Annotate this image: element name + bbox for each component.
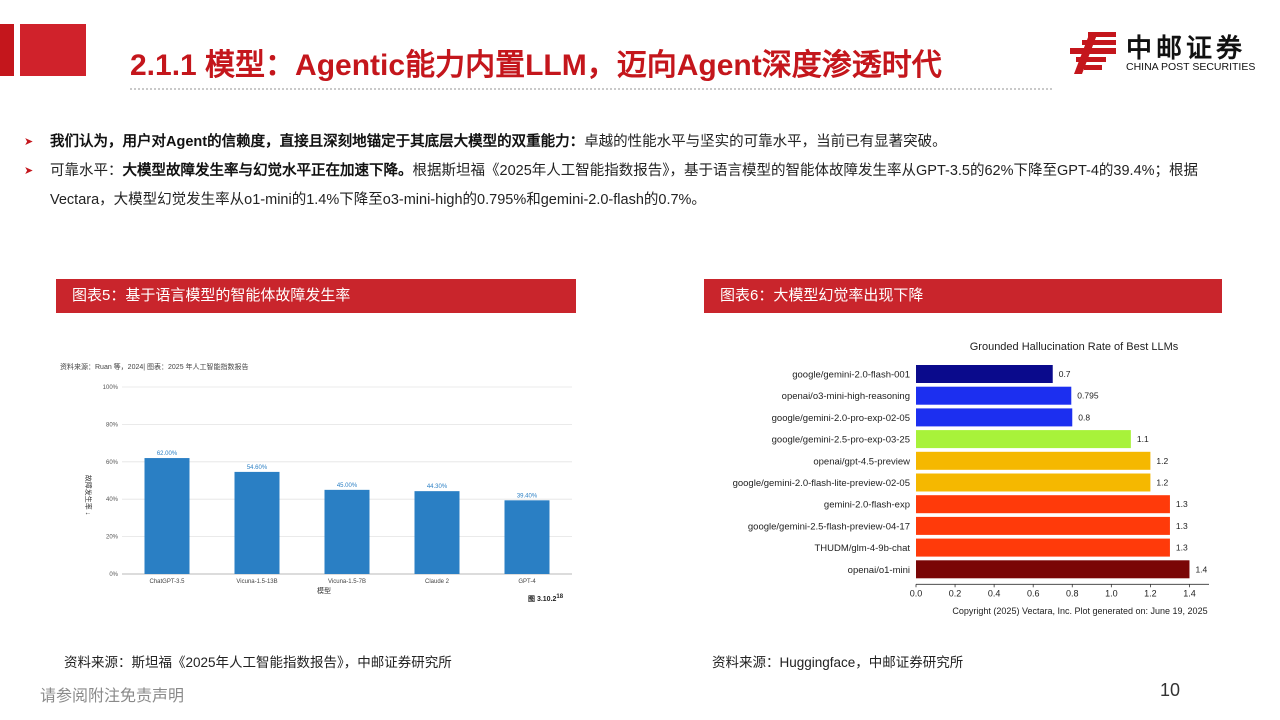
bar xyxy=(916,560,1190,579)
data-label: 1.2 xyxy=(1156,478,1168,488)
figure6-source: 资料来源：Huggingface，中邮证券研究所 xyxy=(712,655,964,670)
y-tick-label: 100% xyxy=(103,385,119,391)
arrow-bullet-icon: ➤ xyxy=(24,136,34,148)
x-tick-label: 0.2 xyxy=(949,588,962,598)
x-tick-label: 1.0 xyxy=(1105,588,1118,598)
bullet-bold-text: 大模型故障发生率与幻觉水平正在加速下降。 xyxy=(122,163,413,179)
y-tick-label: 40% xyxy=(106,497,119,503)
y-axis-label: 故障发生率 ↓ xyxy=(84,475,93,515)
y-tick-label: 0% xyxy=(109,572,118,578)
data-label: 45.00% xyxy=(337,483,358,489)
accent-block xyxy=(20,24,86,76)
logo-chinese-name: 中邮证券 xyxy=(1126,33,1247,63)
figure5-source: 资料来源：斯坦福《2025年人工智能指数报告》，中邮证券研究所 xyxy=(64,655,452,670)
data-label: 1.1 xyxy=(1137,434,1149,444)
data-label: 0.795 xyxy=(1077,391,1099,401)
bar xyxy=(916,365,1053,383)
chart-title: Grounded Hallucination Rate of Best LLMs xyxy=(970,341,1179,353)
x-tick-label: 1.4 xyxy=(1183,588,1196,598)
hallucination-rate-chart: Grounded Hallucination Rate of Best LLMs… xyxy=(733,341,1209,616)
bar xyxy=(916,451,1151,470)
x-tick-label: Claude 2 xyxy=(425,579,450,585)
logo-english-name: CHINA POST SECURITIES xyxy=(1126,61,1256,73)
data-label: 1.4 xyxy=(1195,564,1207,574)
x-tick-label: Vicuna-1.5-7B xyxy=(328,579,366,585)
x-tick-label: 0.8 xyxy=(1066,588,1079,598)
category-label: openai/o1-mini xyxy=(848,565,910,576)
category-label: google/gemini-2.0-pro-exp-02-05 xyxy=(772,413,910,424)
data-label: 1.2 xyxy=(1156,456,1168,466)
bar xyxy=(916,408,1073,427)
figure6-chart: Grounded Hallucination Rate of Best LLMs… xyxy=(704,330,1222,622)
bar xyxy=(916,430,1131,449)
bar xyxy=(916,473,1151,492)
disclaimer-note: 请参阅附注免责声明 xyxy=(40,688,185,705)
bar xyxy=(324,489,370,574)
chart-copyright: Copyright (2025) Vectara, Inc. Plot gene… xyxy=(952,606,1207,616)
accent-bar xyxy=(0,24,14,76)
chart-inner-caption: 资料来源：Ruan 等，2024| 图表：2025 年人工智能指数报告 xyxy=(60,362,249,371)
data-label: 62.00% xyxy=(157,451,178,457)
bullet-point: ➤ 我们认为，用户对Agent的信赖度，直接且深刻地锚定于其底层大模型的双重能力… xyxy=(24,128,1254,157)
x-axis-label: 模型 xyxy=(317,586,331,595)
category-label: google/gemini-2.5-flash-preview-04-17 xyxy=(748,521,910,532)
data-label: 1.3 xyxy=(1176,499,1188,509)
category-label: THUDM/glm-4-9b-chat xyxy=(814,543,910,554)
x-tick-label: GPT-4 xyxy=(518,579,536,585)
category-label: google/gemini-2.0-flash-lite-preview-02-… xyxy=(733,478,910,489)
y-tick-label: 60% xyxy=(106,460,119,466)
arrow-bullet-icon: ➤ xyxy=(24,165,34,177)
figure-tag-sup: 18 xyxy=(556,594,563,600)
bar xyxy=(916,495,1170,514)
x-tick-label: 0.6 xyxy=(1027,588,1040,598)
bar xyxy=(234,471,280,574)
bar xyxy=(916,386,1072,405)
bullet-text: 根据斯坦福《2025年人工智能指数报告》，基于语言模型的智能体故障发生率从GPT… xyxy=(50,163,1199,208)
failure-rate-chart: 资料来源：Ruan 等，2024| 图表：2025 年人工智能指数报告 0% 20… xyxy=(60,362,572,603)
data-label: 0.8 xyxy=(1078,412,1090,422)
bullet-point: ➤ 可靠水平：大模型故障发生率与幻觉水平正在加速下降。根据斯坦福《2025年人工… xyxy=(24,157,1254,215)
figure-tag: 图 3.10.218 xyxy=(528,594,564,603)
page-title: 2.1.1 模型：Agentic能力内置LLM，迈向Agent深度渗透时代 xyxy=(130,49,942,82)
category-label: openai/gpt-4.5-preview xyxy=(813,456,910,467)
category-label: gemini-2.0-flash-exp xyxy=(824,500,910,511)
data-label: 44.30% xyxy=(427,484,448,490)
x-tick-label: 1.2 xyxy=(1144,588,1157,598)
data-label: 1.3 xyxy=(1176,543,1188,553)
company-logo: 中邮证券 CHINA POST SECURITIES xyxy=(1068,30,1264,76)
y-tick-label: 20% xyxy=(106,535,119,541)
data-label: 54.60% xyxy=(247,465,268,471)
bar xyxy=(414,491,460,574)
y-tick-label: 80% xyxy=(106,422,119,428)
figure5-heading: 图表5：基于语言模型的智能体故障发生率 xyxy=(56,279,576,313)
data-label: 0.7 xyxy=(1059,369,1071,379)
bar xyxy=(916,538,1170,557)
bar xyxy=(144,458,190,574)
bullet-prefix: 可靠水平： xyxy=(50,163,123,179)
x-tick-label: Vicuna-1.5-13B xyxy=(236,579,277,585)
figure-tag-text: 图 3.10.2 xyxy=(528,594,557,603)
bar xyxy=(504,500,550,574)
bar xyxy=(916,516,1170,535)
china-post-emblem-icon xyxy=(1070,32,1116,74)
x-tick-label: ChatGPT-3.5 xyxy=(149,579,185,585)
category-label: google/gemini-2.5-pro-exp-03-25 xyxy=(772,435,910,446)
bullet-bold-text: 我们认为，用户对Agent的信赖度，直接且深刻地锚定于其底层大模型的双重能力： xyxy=(50,134,585,150)
bullet-text: 卓越的性能水平与坚实的可靠水平，当前已有显著突破。 xyxy=(584,134,947,150)
x-tick-label: 0.0 xyxy=(910,588,923,598)
data-label: 39.40% xyxy=(517,493,538,499)
category-label: google/gemini-2.0-flash-001 xyxy=(792,370,910,381)
title-divider xyxy=(130,88,1052,90)
x-tick-label: 0.4 xyxy=(988,588,1001,598)
data-label: 1.3 xyxy=(1176,521,1188,531)
figure5-chart: 资料来源：Ruan 等，2024| 图表：2025 年人工智能指数报告 0% 20… xyxy=(56,355,580,610)
page-number: 10 xyxy=(1160,680,1181,700)
category-label: openai/o3-mini-high-reasoning xyxy=(782,391,910,402)
figure6-heading: 图表6：大模型幻觉率出现下降 xyxy=(704,279,1222,313)
